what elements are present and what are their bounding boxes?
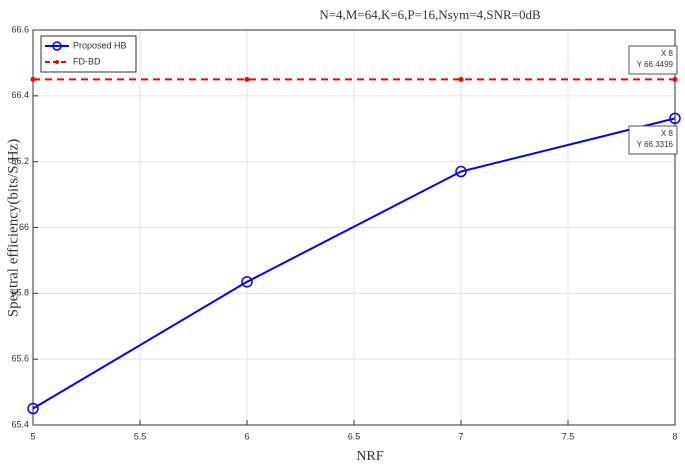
y-tick-label: 66.4 — [11, 90, 29, 100]
marker — [672, 76, 678, 82]
marker — [669, 112, 681, 125]
marker — [27, 402, 39, 415]
datatip-text: Y 66.4499 — [637, 60, 674, 69]
x-tick-label: 6.5 — [348, 431, 361, 441]
datatip-box — [628, 125, 678, 155]
plot-frame — [32, 29, 676, 426]
datatip-text: X 8 — [661, 49, 674, 58]
marker — [30, 76, 36, 82]
y-tick-label: 66 — [19, 222, 29, 232]
y-axis-label: Spectral efficiency(bits/S/Hz) — [5, 139, 21, 317]
legend-label: Proposed HB — [73, 40, 127, 50]
marker — [455, 165, 467, 178]
x-tick-label: 8 — [672, 431, 677, 441]
datatip-text: Y 66.3316 — [637, 140, 674, 149]
legend-marker — [52, 41, 62, 51]
legend-label: FD-BD — [73, 56, 101, 66]
x-tick-label: 5 — [30, 431, 35, 441]
legend-marker — [55, 60, 59, 64]
x-tick-label: 5.5 — [134, 431, 147, 441]
marker — [244, 76, 250, 82]
series-line — [32, 117, 676, 410]
marker — [458, 76, 464, 82]
x-tick-label: 7.5 — [562, 431, 575, 441]
datatip-box — [628, 45, 678, 75]
x-tick-label: 6 — [244, 431, 249, 441]
y-tick-label: 65.6 — [11, 354, 29, 364]
x-tick-label: 7 — [458, 431, 463, 441]
datatip-text: X 8 — [661, 129, 674, 138]
y-tick-label: 65.4 — [11, 419, 29, 429]
chart-title: N=4,M=64,K=6,P=16,Nsym=4,SNR=0dB — [319, 7, 541, 22]
x-axis-label: NRF — [356, 449, 383, 464]
marker — [241, 276, 253, 288]
y-tick-label: 66.2 — [11, 156, 29, 166]
y-tick-label: 65.8 — [11, 288, 29, 298]
y-tick-label: 66.6 — [11, 24, 29, 34]
